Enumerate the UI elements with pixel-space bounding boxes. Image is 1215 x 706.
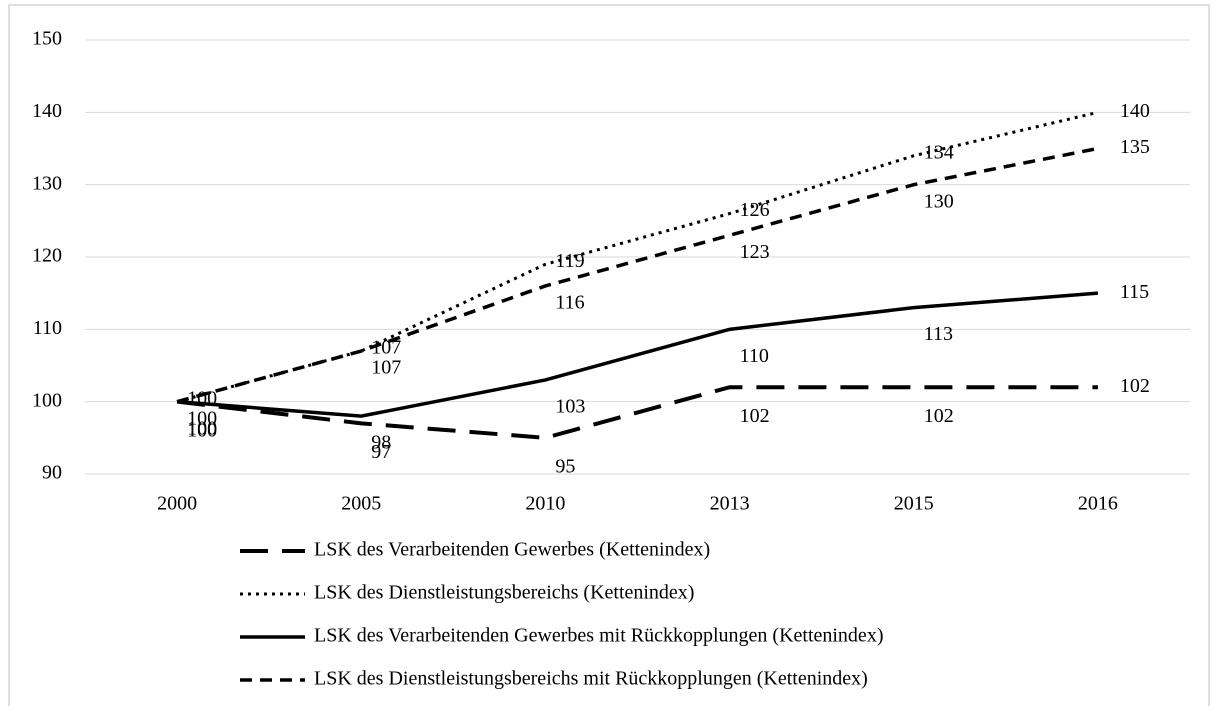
data-label: 134 <box>924 141 954 163</box>
y-tick-label: 90 <box>42 462 62 484</box>
data-label: 123 <box>740 241 770 263</box>
x-tick-label: 2000 <box>157 493 197 515</box>
legend-label: LSK des Verarbeitenden Gewerbes (Ketteni… <box>314 539 710 561</box>
x-tick-label: 2005 <box>341 493 381 515</box>
y-tick-label: 120 <box>32 245 62 267</box>
data-label: 130 <box>924 190 954 212</box>
series-line <box>176 385 1098 440</box>
series-line <box>176 146 1099 404</box>
data-label: 102 <box>740 405 770 427</box>
data-label: 107 <box>371 337 401 359</box>
y-tick-label: 130 <box>32 172 62 194</box>
data-label: 140 <box>1120 100 1150 122</box>
data-label: 116 <box>555 292 584 314</box>
x-tick-label: 2010 <box>525 493 565 515</box>
data-label: 119 <box>555 250 584 272</box>
data-label: 100 <box>187 407 217 429</box>
x-tick-label: 2015 <box>894 493 934 515</box>
data-label: 110 <box>740 345 769 367</box>
data-label: 100 <box>187 419 217 441</box>
legend-label: LSK des Dienstleistungsbereichs mit Rück… <box>314 668 868 690</box>
x-tick-label: 2013 <box>710 493 750 515</box>
series-line <box>176 291 1099 418</box>
legend-label: LSK des Verarbeitenden Gewerbes mit Rück… <box>314 625 883 647</box>
data-label: 135 <box>1120 136 1150 158</box>
data-label: 97 <box>371 441 391 463</box>
data-label: 98 <box>371 432 391 454</box>
y-tick-label: 100 <box>32 389 62 411</box>
data-label: 95 <box>555 455 575 477</box>
data-label: 100 <box>187 417 217 439</box>
y-tick-label: 140 <box>32 100 62 122</box>
data-label: 102 <box>1120 375 1150 397</box>
data-label: 107 <box>371 357 401 379</box>
chart-frame <box>8 4 1210 706</box>
data-label: 102 <box>924 405 954 427</box>
legend-label: LSK des Dienstleistungsbereichs (Ketteni… <box>314 582 694 604</box>
data-label: 126 <box>740 199 770 221</box>
data-label: 103 <box>555 396 585 418</box>
y-tick-label: 150 <box>32 28 62 50</box>
x-tick-label: 2016 <box>1078 493 1118 515</box>
data-label: 113 <box>924 323 953 345</box>
data-label: 115 <box>1120 281 1149 303</box>
series-line <box>176 110 1099 404</box>
y-tick-label: 110 <box>33 317 62 339</box>
